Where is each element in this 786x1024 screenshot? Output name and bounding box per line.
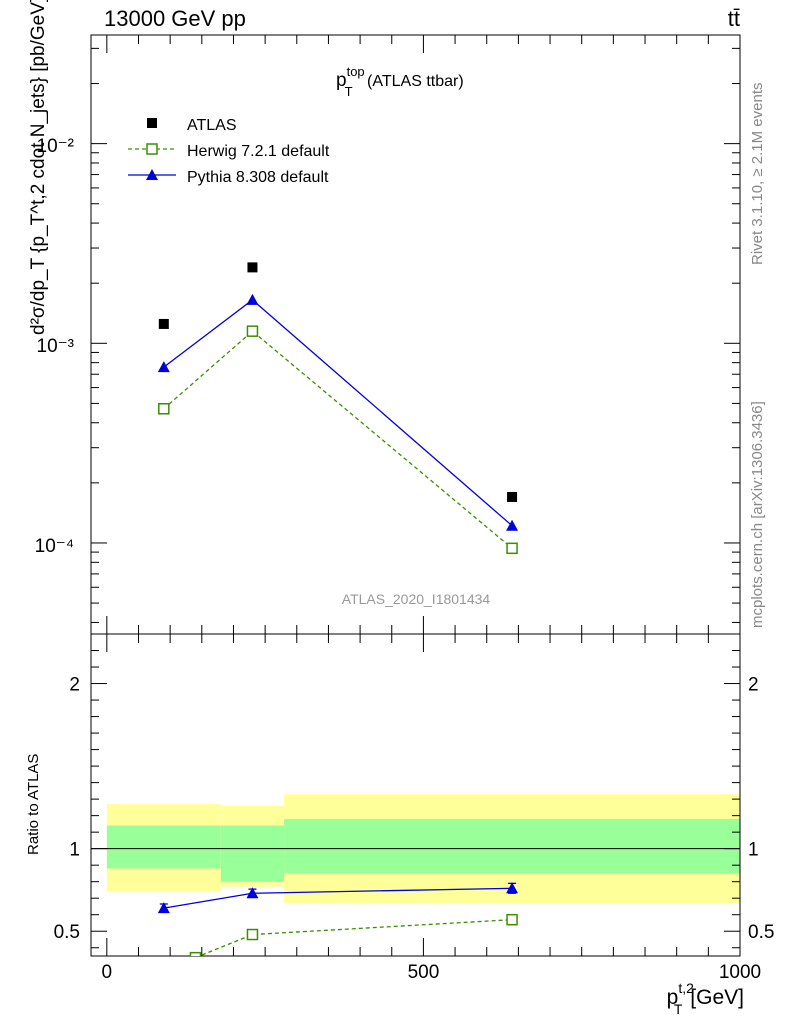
main-axis-ticks bbox=[91, 35, 741, 634]
ratio-series-line-0 bbox=[197, 919, 513, 956]
ratio-band-inner-2 bbox=[284, 818, 740, 874]
ratio-point-0-1 bbox=[246, 928, 259, 941]
ratio-y-axis-label: Ratio to ATLAS bbox=[25, 754, 42, 855]
main-panel: ptop T (ATLAS ttbar) 10⁻⁴ 10⁻³ 10⁻² d²σ/d… bbox=[28, 0, 741, 635]
main-point-0-0 bbox=[158, 318, 169, 329]
main-point-2-0 bbox=[157, 361, 170, 373]
ratio-point-0-2 bbox=[506, 913, 518, 926]
ratio-y-tick-label-left-1: 1 bbox=[69, 840, 80, 861]
main-title: ptop T (ATLAS ttbar) bbox=[336, 64, 464, 99]
main-y-axis-label: d²σ/dp_T {p_T^t,2 cdot N_jets} [pb/GeV] bbox=[28, 0, 49, 335]
legend: ATLAS Herwig 7.2.1 default Pythia 8.308 … bbox=[128, 117, 330, 186]
ratio-point-1-1 bbox=[246, 887, 259, 899]
y-tick-label-1e-4: 10⁻⁴ bbox=[35, 536, 74, 557]
rivet-version-label: Rivet 3.1.10, ≥ 2.1M events bbox=[749, 83, 766, 266]
ratio-panel: 0.5 0.5 1 1 2 2 0 500 1000 Ratio to ATLAS pt,2 T … bbox=[25, 633, 774, 1017]
main-point-0-1 bbox=[247, 262, 258, 273]
ratio-y-tick-label-right-2: 2 bbox=[748, 675, 759, 696]
ratio-y-tick-label-left-2: 2 bbox=[69, 675, 80, 696]
main-point-0-2 bbox=[507, 491, 518, 502]
ratio-y-tick-label-right-0: 0.5 bbox=[748, 922, 774, 943]
main-point-1-2 bbox=[506, 542, 518, 555]
ratio-series-clip bbox=[157, 882, 519, 956]
ratio-point-0-0 bbox=[189, 951, 202, 956]
ratio-y-tick-label-right-1: 1 bbox=[748, 840, 759, 861]
y-tick-label-1e-3: 10⁻³ bbox=[37, 336, 75, 357]
legend-pythia-marker bbox=[146, 169, 158, 180]
main-point-2-1 bbox=[246, 293, 259, 305]
process-label: tt̄ bbox=[728, 6, 740, 31]
main-point-1-1 bbox=[246, 325, 259, 337]
x-tick-label-1: 500 bbox=[408, 962, 440, 983]
ratio-point-1-0 bbox=[157, 902, 170, 914]
ratio-y-tick-label-left-0: 0.5 bbox=[54, 922, 80, 943]
ratio-frame bbox=[90, 633, 741, 957]
legend-atlas-label: ATLAS bbox=[187, 117, 237, 134]
legend-pythia-label: Pythia 8.308 default bbox=[187, 169, 329, 186]
x-tick-label-2: 1000 bbox=[719, 962, 761, 983]
ratio-band-inner-0 bbox=[106, 825, 221, 869]
main-point-2-2 bbox=[506, 519, 519, 531]
y-tick-label-1e-2: 10⁻² bbox=[37, 136, 75, 157]
ratio-band-inner-1 bbox=[220, 825, 285, 882]
ratio-point-1-2 bbox=[506, 882, 519, 894]
x-tick-label-0: 0 bbox=[102, 962, 113, 983]
main-point-1-0 bbox=[158, 403, 170, 415]
x-axis-label: pt,2 T [GeV] bbox=[667, 980, 744, 1017]
energy-label: 13000 GeV pp bbox=[104, 6, 246, 31]
ratio-axis-ticks: 0.5 0.5 1 1 2 2 0 500 1000 bbox=[54, 633, 774, 983]
main-series-line-1 bbox=[163, 330, 513, 549]
ratio-series-group bbox=[157, 882, 519, 956]
analysis-label: ATLAS_2020_I1801434 bbox=[342, 591, 491, 607]
legend-herwig-label: Herwig 7.2.1 default bbox=[187, 143, 330, 160]
legend-atlas-marker bbox=[147, 118, 157, 128]
legend-herwig-marker bbox=[146, 143, 158, 155]
main-series-line-2 bbox=[163, 299, 513, 527]
mcplots-label: mcplots.cern.ch [arXiv:1306.3436] bbox=[749, 401, 766, 628]
main-series-group bbox=[157, 262, 519, 555]
